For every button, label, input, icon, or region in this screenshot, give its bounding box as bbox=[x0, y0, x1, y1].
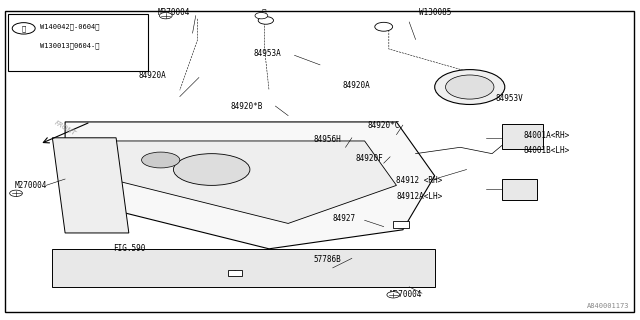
Text: 84953V: 84953V bbox=[495, 94, 523, 103]
Text: 84920*B: 84920*B bbox=[231, 101, 263, 111]
Polygon shape bbox=[109, 141, 396, 223]
Text: 84920F: 84920F bbox=[355, 154, 383, 163]
Circle shape bbox=[159, 12, 172, 19]
Circle shape bbox=[445, 75, 494, 99]
Text: M270004: M270004 bbox=[390, 290, 422, 299]
Text: ①: ① bbox=[22, 25, 26, 32]
Text: 84953A: 84953A bbox=[253, 49, 281, 58]
Text: 84912 <RH>: 84912 <RH> bbox=[396, 176, 443, 185]
Circle shape bbox=[375, 22, 393, 31]
FancyBboxPatch shape bbox=[8, 14, 148, 71]
Text: 84920A: 84920A bbox=[342, 81, 370, 90]
Circle shape bbox=[387, 292, 399, 298]
Polygon shape bbox=[52, 138, 129, 233]
Text: A: A bbox=[399, 222, 403, 227]
Text: W130085: W130085 bbox=[419, 8, 451, 17]
Circle shape bbox=[10, 190, 22, 196]
Polygon shape bbox=[65, 122, 435, 249]
Text: 84912A<LH>: 84912A<LH> bbox=[396, 192, 443, 201]
Text: FRONT: FRONT bbox=[53, 120, 77, 137]
Ellipse shape bbox=[173, 154, 250, 185]
Circle shape bbox=[258, 17, 273, 24]
Text: 57786B: 57786B bbox=[314, 255, 341, 264]
Text: 84920A: 84920A bbox=[138, 71, 166, 80]
Text: FIG.590: FIG.590 bbox=[113, 244, 145, 253]
Circle shape bbox=[12, 23, 35, 34]
Text: W140042（-0604）: W140042（-0604） bbox=[40, 23, 99, 30]
Text: 84001B<LH>: 84001B<LH> bbox=[524, 146, 570, 155]
FancyBboxPatch shape bbox=[502, 179, 537, 200]
Text: M270004: M270004 bbox=[157, 8, 190, 17]
Circle shape bbox=[435, 69, 505, 105]
FancyBboxPatch shape bbox=[228, 270, 242, 276]
FancyBboxPatch shape bbox=[52, 249, 435, 287]
FancyBboxPatch shape bbox=[394, 221, 409, 228]
Text: W130013（0604-）: W130013（0604-） bbox=[40, 43, 99, 49]
Text: M270004: M270004 bbox=[14, 181, 47, 190]
Ellipse shape bbox=[141, 152, 180, 168]
FancyBboxPatch shape bbox=[502, 124, 543, 149]
Text: A840001173: A840001173 bbox=[586, 303, 629, 309]
FancyBboxPatch shape bbox=[4, 11, 634, 312]
Text: 84956H: 84956H bbox=[314, 135, 341, 144]
Text: ①: ① bbox=[262, 8, 266, 17]
Text: 4: 4 bbox=[233, 270, 236, 276]
Circle shape bbox=[255, 12, 268, 19]
Text: 84001A<RH>: 84001A<RH> bbox=[524, 131, 570, 140]
Text: 84920*C: 84920*C bbox=[368, 121, 400, 130]
Text: 84927: 84927 bbox=[333, 214, 356, 223]
